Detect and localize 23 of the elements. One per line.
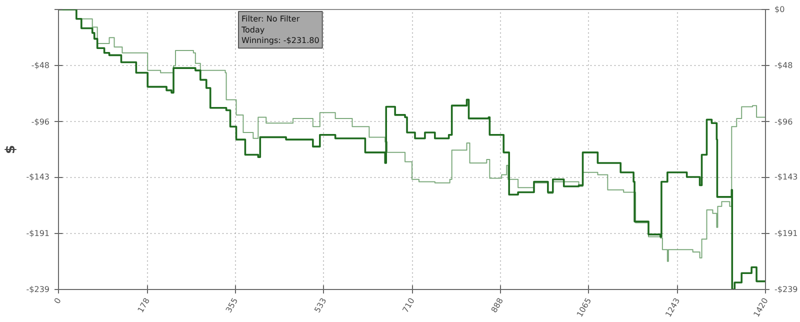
annotation: Filter: No Filter [242, 14, 300, 24]
y2-tick-label: -$143 [774, 172, 798, 182]
x-tick-label: 533 [312, 296, 328, 314]
y2-tick-label: $0 [774, 5, 785, 14]
y2-tick-label: -$96 [774, 117, 793, 126]
x-tick-label: 888 [490, 296, 505, 314]
x-tick-label: 1243 [664, 296, 682, 319]
x-tick-label: 355 [224, 296, 240, 314]
annotation: Today [240, 25, 265, 34]
y-tick-label: -$48 [31, 61, 50, 70]
y-tick-label: -$239 [26, 285, 50, 294]
x-tick-label: 178 [136, 296, 152, 314]
y2-tick-label: -$239 [774, 285, 798, 294]
y-tick-label: -$191 [26, 228, 50, 238]
annotation: Winnings: -$231.80 [242, 36, 320, 46]
y-axis-title: $ [3, 144, 18, 154]
x-tick-label: 0 [52, 296, 63, 306]
y2-tick-label: -$48 [774, 61, 793, 70]
x-tick-label: 1065 [575, 296, 594, 319]
x-tick-label: 710 [400, 296, 416, 314]
y2-tick-label: -$191 [774, 228, 798, 238]
y-tick-label: -$143 [26, 172, 50, 182]
y-tick-label: -$96 [31, 117, 50, 126]
